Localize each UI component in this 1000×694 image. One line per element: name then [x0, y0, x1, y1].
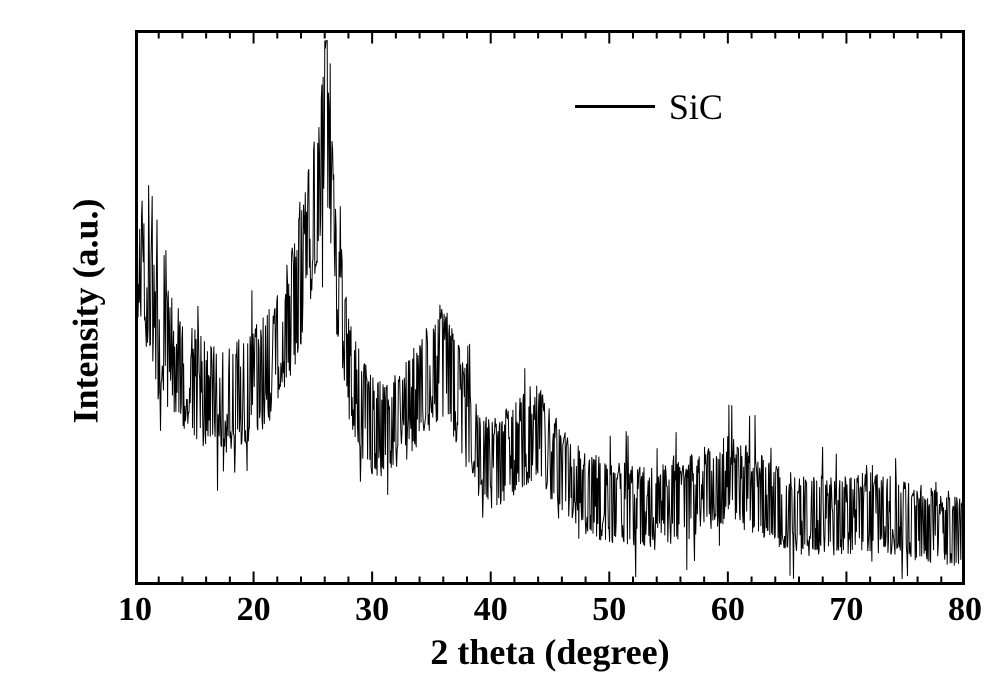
legend: SiC	[575, 86, 723, 128]
y-axis-label: Intensity (a.u.)	[64, 33, 106, 588]
x-axis-label: 2 theta (degree)	[135, 631, 965, 673]
x-tick-label: 70	[816, 591, 876, 629]
xrd-figure: Intensity (a.u.) 2 theta (degree) 10 20 30…	[0, 0, 1000, 694]
x-tick-label: 60	[698, 591, 758, 629]
plot-area	[135, 30, 965, 585]
legend-line	[575, 105, 655, 108]
legend-text: SiC	[669, 86, 723, 128]
x-tick-label: 30	[342, 591, 402, 629]
x-tick-label: 10	[105, 591, 165, 629]
x-tick-label: 80	[935, 591, 995, 629]
x-tick-label: 50	[579, 591, 639, 629]
x-tick-label: 40	[461, 591, 521, 629]
x-tick-label: 20	[224, 591, 284, 629]
xrd-line-chart	[135, 30, 965, 585]
series-line	[135, 41, 965, 579]
